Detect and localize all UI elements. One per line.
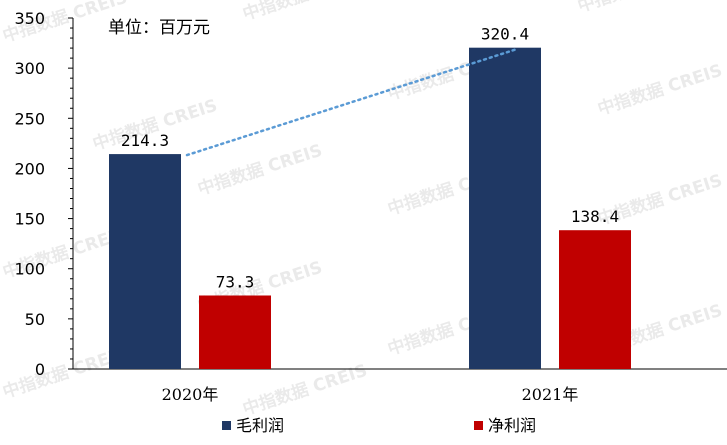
data-labels: 214.3 73.3 320.4 138.4 (121, 25, 619, 292)
category-label: 2020年 (162, 385, 219, 404)
bar (199, 295, 271, 369)
y-tick-label: 150 (14, 210, 45, 229)
data-label: 320.4 (481, 25, 529, 44)
unit-label: 单位：百万元 (108, 18, 210, 38)
y-tick-label: 100 (14, 260, 45, 279)
category-labels: 2020年 2021年 (162, 385, 579, 404)
legend-swatch (474, 421, 483, 430)
y-tick-label: 0 (35, 360, 45, 379)
category-label: 2021年 (522, 385, 579, 404)
bar (109, 154, 181, 369)
y-tick-label: 300 (14, 59, 45, 78)
data-label: 214.3 (121, 131, 169, 150)
bar (469, 47, 541, 369)
watermark-text: 中指数据 CREIS (575, 0, 705, 17)
trendline-line (185, 48, 517, 157)
watermark-text: 中指数据 CREIS (595, 60, 725, 120)
y-tick-label: 200 (14, 159, 45, 178)
legend-swatch (222, 421, 231, 430)
trendline (185, 48, 517, 157)
bar (559, 230, 631, 369)
y-tick-label: 50 (25, 310, 45, 329)
watermark-text: 中指数据 CREIS (195, 140, 325, 200)
legend-label: 净利润 (488, 416, 536, 435)
watermark-text: 中指数据 CREIS (240, 0, 370, 25)
data-label: 73.3 (216, 272, 255, 291)
y-tick-label: 250 (14, 109, 45, 128)
bars (109, 47, 631, 369)
y-tick-label: 350 (14, 9, 45, 28)
data-label: 138.4 (571, 207, 619, 226)
legend: 毛利润 净利润 (222, 416, 536, 435)
y-axis: 0 50 100 150 200 250 300 350 (14, 9, 727, 379)
legend-label: 毛利润 (236, 416, 284, 435)
